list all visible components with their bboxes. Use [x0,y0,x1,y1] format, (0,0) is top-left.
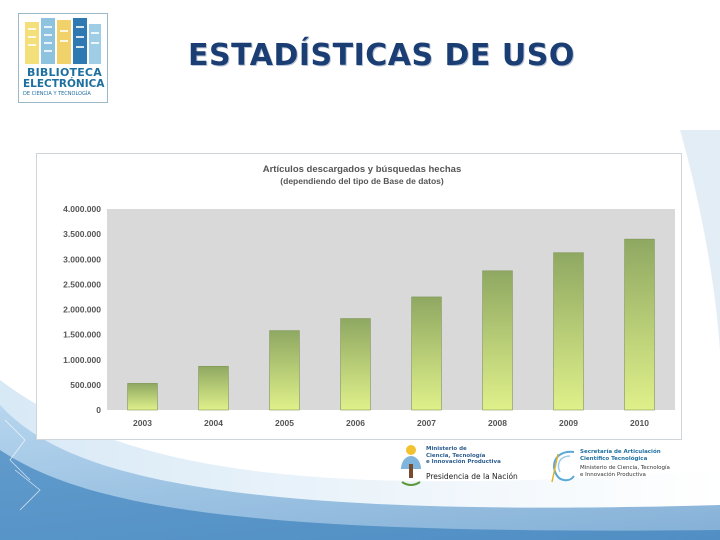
bar-2010 [624,238,655,411]
bar-2003 [127,383,158,411]
x-tick-label: 2009 [559,418,578,428]
y-tick-label: 4.000.000 [63,204,101,214]
secretaria-swirl-icon [551,450,575,483]
secretaria-sub-2: e Innovación Productiva [580,471,646,478]
secretaria-title: Secretaría de Articulación Científico Te… [580,449,661,463]
y-tick-label: 3.500.000 [63,229,101,239]
y-tick-label: 3.000.000 [63,254,101,264]
x-tick-label: 2010 [630,418,649,428]
secretaria-sub-1: Ministerio de Ciencia, Tecnología [580,465,670,471]
y-tick-label: 500.000 [70,380,101,390]
bar-2009 [553,252,584,411]
plot-area [107,209,675,410]
biblioteca-logo: BIBLIOTECA ELECTRÓNICA DE CIENCIA Y TECN… [18,13,108,103]
ministry-label: Ministerio de Ciencia, Tecnología e Inno… [426,446,501,466]
page-title: ESTADÍSTICAS DE USO [188,38,575,73]
x-tick-label: 2008 [488,418,507,428]
bar-chart: Artículos descargados y búsquedas hechas… [63,164,675,428]
logo-tiles-icon [25,18,101,64]
x-tick-label: 2005 [275,418,294,428]
y-tick-label: 0 [96,405,101,415]
chart-title: Artículos descargados y búsquedas hechas [263,164,462,175]
bar-2007 [411,296,442,411]
chart-card: Artículos descargados y búsquedas hechas… [36,153,682,440]
y-tick-label: 1.500.000 [63,330,101,340]
x-tick-label: 2004 [204,418,223,428]
bar-2005 [269,330,300,411]
logo-line-2: ELECTRÓNICA [23,78,105,90]
ministry-line-2: Ciencia, Tecnología [426,452,486,459]
logo-line-3: DE CIENCIA Y TECNOLOGÍA [23,91,91,97]
x-tick-label: 2006 [346,418,365,428]
secretaria-line-2: Científico Tecnológica [580,455,648,462]
y-tick-label: 2.500.000 [63,279,101,289]
chart-subtitle: (dependiendo del tipo de Base de datos) [280,176,444,186]
bar-2008 [482,270,513,411]
bar-2004 [198,365,229,411]
secretaria-subtitle: Ministerio de Ciencia, Tecnología e Inno… [580,465,670,479]
x-tick-label: 2007 [417,418,436,428]
y-tick-label: 2.000.000 [63,305,101,315]
argentina-shield-icon [401,445,421,486]
presidencia-label: Presidencia de la Nación [426,472,518,481]
y-tick-label: 1.000.000 [63,355,101,365]
bar-2006 [340,318,371,411]
ministry-line-1: Ministerio de [426,446,467,452]
ministry-line-3: e Innovación Productiva [426,459,501,465]
x-tick-label: 2003 [133,418,152,428]
logo-line-1: BIBLIOTECA [27,66,102,79]
secretaria-line-1: Secretaría de Articulación [580,449,661,455]
